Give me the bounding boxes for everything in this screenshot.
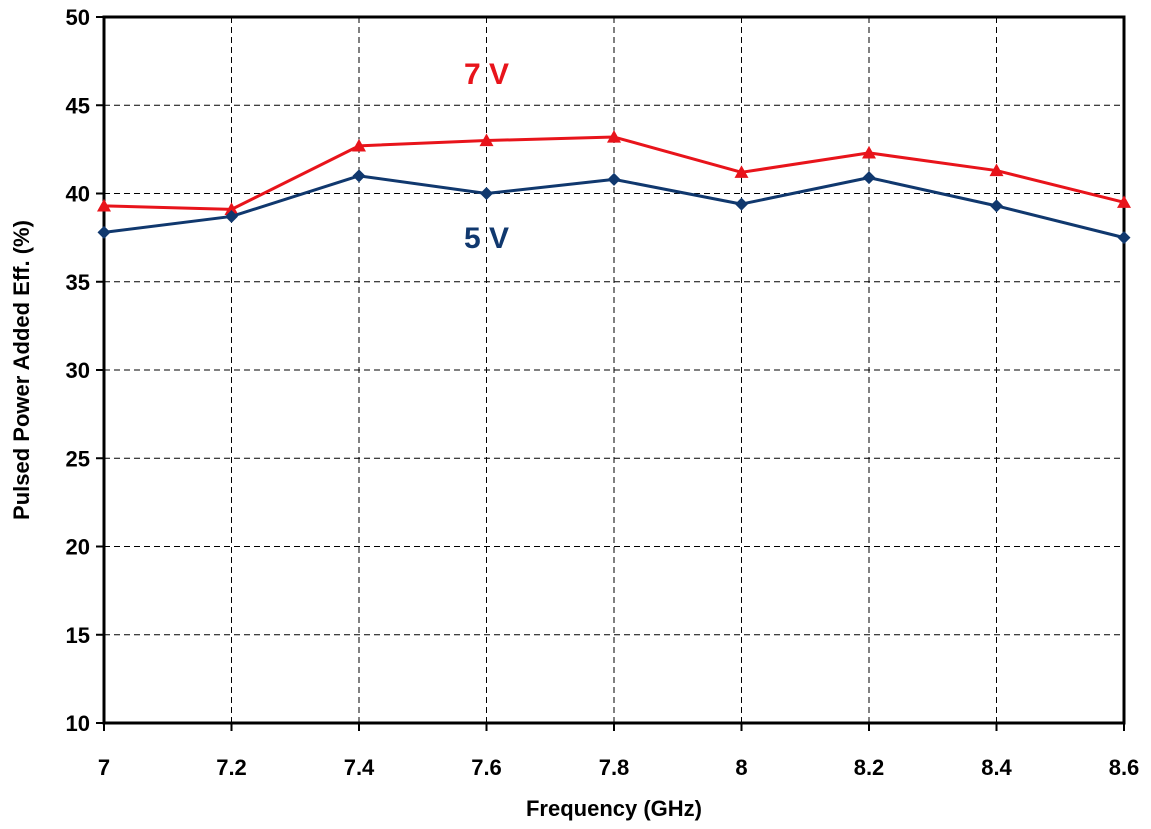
x-axis-title: Frequency (GHz) <box>526 796 702 821</box>
triangle-marker <box>989 163 1004 177</box>
diamond-marker <box>1117 231 1131 245</box>
x-tick-label: 8 <box>735 755 747 780</box>
diamond-marker <box>480 187 493 200</box>
diamond-marker <box>352 169 366 183</box>
y-tick-label: 45 <box>66 93 90 118</box>
series <box>97 130 1131 245</box>
triangle-marker <box>862 145 876 159</box>
x-tick-label: 7.6 <box>471 755 502 780</box>
x-tick-label: 7.4 <box>344 755 375 780</box>
x-tick-label: 7 <box>98 755 110 780</box>
diamond-marker <box>735 197 748 211</box>
diamond-marker <box>97 225 111 239</box>
triangle-marker <box>479 133 494 147</box>
triangle-marker <box>1117 195 1131 208</box>
triangle-marker <box>224 202 239 215</box>
grid <box>104 17 1124 723</box>
triangle-marker <box>607 130 621 143</box>
annotations: 7 V 5 V <box>464 58 509 255</box>
y-tick-label: 35 <box>66 270 90 295</box>
x-tick-label: 8.2 <box>854 755 885 780</box>
triangle-marker <box>97 198 111 212</box>
x-tick-label: 8.4 <box>981 755 1012 780</box>
series-5v <box>97 169 1131 245</box>
y-tick-label: 30 <box>66 358 90 383</box>
series-annotation: 5 V <box>464 222 509 255</box>
y-tick-label: 25 <box>66 446 90 471</box>
y-tick-label: 20 <box>66 535 90 560</box>
diamond-marker <box>862 171 876 185</box>
x-tick-label: 7.8 <box>599 755 630 780</box>
y-tick-label: 15 <box>66 623 90 648</box>
y-tick-label: 50 <box>66 5 90 30</box>
axis-ticks: 10 15 20 25 30 35 40 45 50 7 7.2 7.4 7.6 7.8 8 8.2 8.4 8.… <box>66 5 1140 780</box>
y-axis-title: Pulsed Power Added Eff. (%) <box>9 220 34 520</box>
diamond-marker <box>990 199 1003 213</box>
series-7v <box>97 130 1131 215</box>
x-tick-label: 8.6 <box>1109 755 1140 780</box>
triangle-marker <box>734 165 749 178</box>
series-annotation: 7 V <box>464 58 509 91</box>
diamond-marker <box>225 209 238 223</box>
y-tick-label: 10 <box>66 711 90 736</box>
triangle-marker <box>352 138 366 152</box>
x-tick-label: 7.2 <box>216 755 247 780</box>
y-tick-label: 40 <box>66 182 90 207</box>
diamond-marker <box>607 172 621 186</box>
